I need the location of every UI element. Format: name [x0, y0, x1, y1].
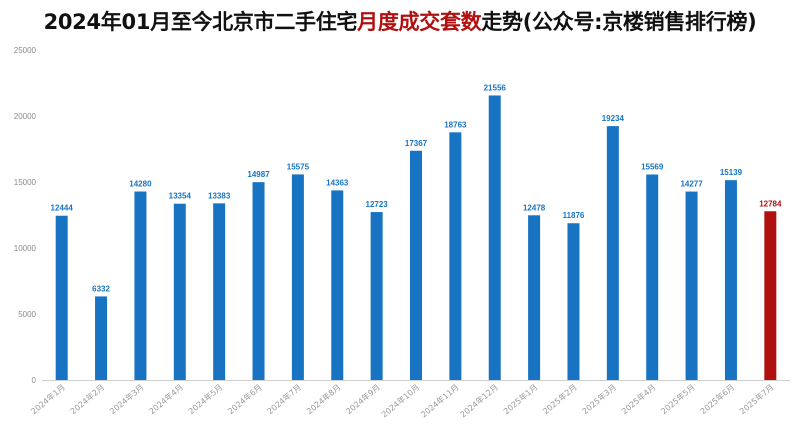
bar: [764, 211, 777, 380]
bar-value-label: 12784: [759, 199, 782, 208]
bar-value-label: 14277: [680, 180, 703, 189]
chart-title: 2024年01月至今北京市二手住宅月度成交套数走势(公众号:京楼销售排行榜): [0, 6, 800, 36]
bar: [646, 174, 659, 380]
x-tick-label: 2024年4月: [147, 382, 185, 416]
bar: [724, 180, 737, 380]
y-tick-label: 5000: [18, 310, 36, 319]
bar-value-label: 18763: [444, 120, 467, 129]
bar-value-label: 6332: [92, 284, 110, 293]
y-tick-label: 15000: [14, 178, 37, 187]
y-tick-label: 20000: [14, 112, 37, 121]
bar: [213, 203, 226, 380]
bar-value-label: 14280: [129, 180, 152, 189]
bar-value-label: 12478: [523, 203, 546, 212]
x-tick-label: 2024年11月: [419, 382, 461, 420]
bar-value-label: 12723: [366, 200, 389, 209]
y-axis: 0 5000 10000 15000 20000 25000: [14, 46, 37, 385]
bars: [55, 95, 777, 380]
bar: [55, 215, 68, 380]
x-tick-label: 2024年2月: [68, 382, 106, 416]
x-tick-label: 2025年3月: [580, 382, 618, 416]
x-tick-label: 2024年9月: [344, 382, 382, 416]
bar-value-label: 15569: [641, 162, 664, 171]
bar: [370, 212, 383, 380]
x-tick-label: 2025年2月: [541, 382, 579, 416]
bar: [291, 174, 304, 380]
bar: [685, 191, 698, 380]
bar: [606, 126, 619, 380]
bar: [528, 215, 541, 380]
title-part1: 2024年01月至今北京市二手住宅: [43, 10, 358, 34]
bar-value-label: 11876: [563, 211, 585, 220]
x-tick-label: 2024年1月: [29, 382, 67, 416]
x-tick-label: 2024年10月: [379, 382, 421, 420]
bar-value-label: 15575: [287, 162, 310, 171]
x-tick-label: 2025年4月: [619, 382, 657, 416]
x-tick-label: 2024年7月: [265, 382, 303, 416]
bar-value-label: 12444: [51, 204, 74, 213]
x-tick-label: 2024年5月: [186, 382, 224, 416]
bar-value-label: 13354: [169, 192, 192, 201]
x-tick-label: 2025年6月: [698, 382, 736, 416]
bar: [173, 203, 186, 380]
x-tick-label: 2024年6月: [226, 382, 264, 416]
bar: [410, 150, 422, 380]
bar: [567, 223, 580, 380]
bar-value-label: 14987: [247, 170, 270, 179]
x-axis-labels: 2024年1月 2024年2月 2024年3月 2024年4月 2024年5月 2024年…: [29, 382, 776, 420]
x-tick-label: 2025年5月: [659, 382, 697, 416]
x-tick-label: 2025年1月: [501, 382, 539, 416]
bar-value-label: 17367: [405, 139, 428, 148]
x-tick-label: 2024年3月: [108, 382, 146, 416]
y-tick-label: 25000: [14, 46, 37, 55]
bar: [331, 190, 344, 380]
x-tick-label: 2024年12月: [458, 382, 500, 420]
bar: [449, 132, 462, 380]
value-labels: 12444 6332 14280 13354 13383 14987 15575 14363 1…: [51, 83, 782, 293]
x-tick-label: 2025年7月: [737, 382, 775, 416]
bar-value-label: 19234: [602, 114, 625, 123]
y-tick-label: 0: [32, 376, 37, 385]
bar: [95, 296, 108, 380]
title-highlight: 月度成交套数: [357, 10, 482, 34]
bar: [252, 182, 265, 380]
title-part2: 走势(公众号:京楼销售排行榜): [481, 10, 757, 34]
y-tick-label: 10000: [14, 244, 37, 253]
bar: [488, 95, 501, 380]
x-tick-label: 2024年8月: [304, 382, 342, 416]
bar: [134, 191, 147, 380]
bar-value-label: 13383: [208, 191, 231, 200]
bar-value-label: 15139: [720, 168, 743, 177]
bar-value-label: 21556: [484, 83, 507, 92]
bar-value-label: 14363: [326, 178, 349, 187]
